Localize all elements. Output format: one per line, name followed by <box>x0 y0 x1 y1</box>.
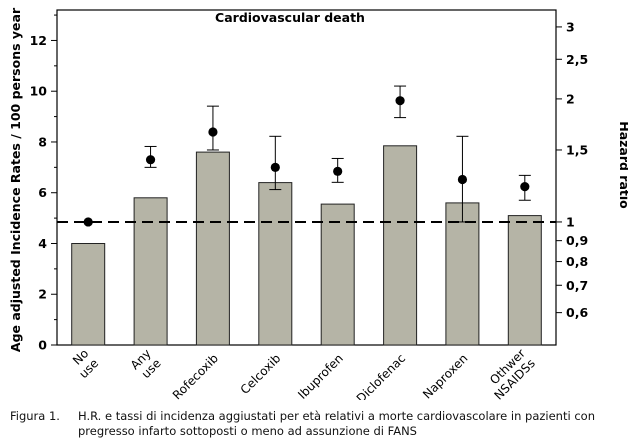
right-tick-label: 2 <box>566 91 575 106</box>
bar <box>507 215 542 346</box>
left-tick-label: 8 <box>38 134 47 149</box>
left-tick-label: 0 <box>38 338 47 353</box>
right-tick-label: 0,8 <box>566 254 588 269</box>
bar <box>445 202 480 346</box>
caption-label: Figura 1. <box>10 409 60 423</box>
y2-axis-label: Hazard ratio <box>617 121 628 209</box>
right-tick-label: 1 <box>566 214 575 229</box>
bar <box>195 151 230 346</box>
x-tick-label: Ibuprofen <box>295 351 346 400</box>
x-tick-label: Naproxen <box>420 351 470 400</box>
hazard-point <box>208 127 218 137</box>
x-tick-label: Celcoxib <box>238 351 284 397</box>
right-tick-label: 2,5 <box>566 52 588 67</box>
x-tick-label: Rofecoxib <box>170 351 221 400</box>
left-tick-label: 12 <box>30 33 47 48</box>
right-tick-label: 0,6 <box>566 305 588 320</box>
bar <box>133 197 168 346</box>
hazard-point <box>457 174 468 185</box>
bar <box>320 203 355 346</box>
hazard-point <box>270 162 280 172</box>
chart: Cardiovascular death Age adjusted Incide… <box>8 7 628 400</box>
right-tick-label: 1,5 <box>566 142 588 157</box>
y-axis-label: Age adjusted Incidence Rates / 100 perso… <box>8 7 23 352</box>
bar <box>258 182 293 346</box>
x-tick-label: Nouse <box>66 346 101 381</box>
hazard-points-group <box>83 85 531 227</box>
left-tick-label: 10 <box>30 84 48 99</box>
x-tick-labels: Nouse Anyuse Rofecoxib Celcoxib Ibuprofen Dic… <box>66 346 538 400</box>
caption-line-2: pregresso infarto sottoposti o meno ad a… <box>78 424 417 438</box>
bar <box>383 145 418 346</box>
chart-title: Cardiovascular death <box>215 10 365 25</box>
left-tick-label: 4 <box>38 236 47 251</box>
bar <box>71 243 106 346</box>
x-tick-label: OthwerNSAIDSs <box>482 346 538 400</box>
plot-frame <box>56 9 557 346</box>
bars-group <box>71 145 542 346</box>
right-tick-label: 3 <box>566 19 575 34</box>
hazard-point <box>145 155 156 165</box>
hazard-point <box>83 217 93 227</box>
left-axis: 0 2 4 6 8 10 12 <box>30 14 57 353</box>
right-axis: 0,6 0,7 0,8 0,9 1 1,5 2 2,5 3 <box>556 19 588 320</box>
x-tick-label: Anyuse <box>128 346 164 382</box>
right-tick-label: 0,7 <box>566 278 588 293</box>
x-tick-label: Diclofenac <box>354 351 408 400</box>
caption-line-1: H.R. e tassi di incidenza aggiustati per… <box>78 409 595 423</box>
hazard-point <box>520 182 530 192</box>
figure-caption: Figura 1. H.R. e tassi di incidenza aggi… <box>10 409 622 439</box>
left-tick-label: 2 <box>38 287 47 302</box>
right-tick-label: 0,9 <box>566 233 588 248</box>
left-tick-label: 6 <box>38 185 47 200</box>
hazard-point <box>333 166 343 176</box>
hazard-point <box>395 96 405 106</box>
